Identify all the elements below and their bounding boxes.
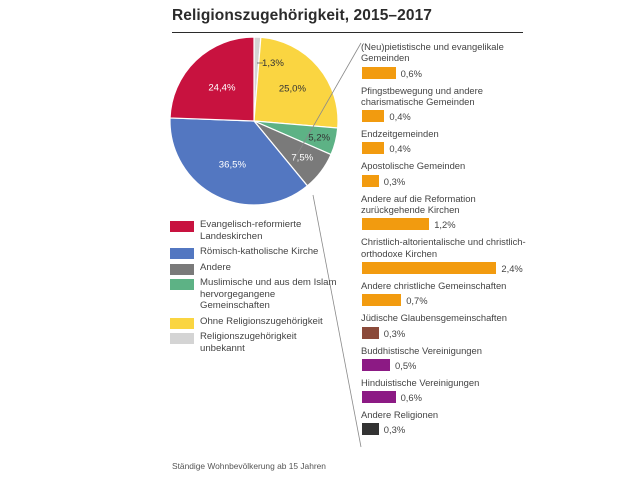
legend-item: Andere [170, 261, 340, 275]
legend-item: Muslimische und aus dem Islam hervorgega… [170, 277, 340, 312]
legend-label: Römisch-katholische Kirche [200, 246, 319, 257]
bar-category-label: Buddhistische Vereinigungen [361, 344, 482, 356]
bar [362, 218, 430, 231]
pie-value-label: 7,5% [291, 152, 313, 163]
bar-item: Hinduistische Vereinigungen 0,6% [361, 377, 531, 404]
legend-item: Römisch-katholische Kirche [170, 246, 340, 259]
bar-item: Endzeitgemeinden 0,4% [361, 128, 531, 155]
bar-value-label: 0,6% [400, 392, 422, 404]
pie-legend: Evangelisch-reformierte Landeskirchen Röm… [170, 219, 340, 358]
bar [362, 174, 379, 187]
bar-item: Buddhistische Vereinigungen 0,5% [361, 345, 531, 372]
bar [362, 142, 385, 155]
pie-value-label: 25,0% [279, 83, 307, 94]
bar-item: Andere Religionen 0,3% [361, 409, 531, 436]
bar-value-label: 0,3% [383, 424, 406, 436]
legend-label: Muslimische und aus dem Islam hervorgega… [200, 277, 337, 311]
bar-value-label: 1,2% [434, 219, 456, 231]
legend-swatch [170, 317, 194, 329]
bar-value-label: 0,4% [389, 143, 411, 155]
legend-item: Evangelisch-reformierte Landeskirchen [170, 219, 340, 242]
pie-slice-ohne-religionszugeh-rigkeit [253, 36, 339, 129]
bar-category-label: Andere Religionen [361, 409, 439, 421]
breakdown-bar-chart: (Neu)pietistische und evangelikale Gemei… [361, 41, 531, 441]
bar-value-label: 0,3% [383, 175, 406, 187]
bar-item: (Neu)pietistische und evangelikale Gemei… [361, 41, 531, 80]
footnote: Ständige Wohnbevölkerung ab 15 Jahren [172, 461, 326, 471]
chart-title: Religionszugehörigkeit, 2015–2017 [172, 7, 433, 24]
bar [362, 66, 396, 79]
bar-item: Jüdische Glaubensgemeinschaften 0,3% [361, 312, 531, 339]
legend-label: Evangelisch-reformierte Landeskirchen [200, 219, 302, 242]
bar-item: Apostolische Gemeinden 0,3% [361, 160, 531, 187]
bar-item: Andere auf die Reformation zurückgehende… [361, 193, 531, 232]
bar-category-label: Apostolische Gemeinden [361, 160, 466, 172]
bar-category-label: Jüdische Glaubensgemeinschaften [361, 312, 507, 324]
legend-item: Ohne Religionszugehörigkeit [170, 315, 340, 329]
bar-category-label: Andere auf die Reformation zurückgehende… [361, 192, 476, 216]
bar-value-label: 0,5% [395, 359, 417, 371]
bar [362, 294, 402, 307]
bar-category-label: Christlich-altorientalische und christli… [361, 236, 526, 259]
bar [362, 391, 396, 404]
bar [362, 423, 379, 436]
bar-value-label: 0,4% [389, 111, 411, 123]
legend-swatch [170, 333, 194, 344]
bar-item: Andere christliche Gemeinschaften 0,7% [361, 280, 531, 307]
breakdown-connector-top [293, 42, 362, 161]
legend-swatch [170, 221, 194, 232]
bar-value-label: 2,4% [501, 262, 523, 274]
bar [362, 110, 385, 123]
bar-value-label: 0,7% [406, 295, 428, 307]
legend-label: Religionszugehörigkeit unbekannt [200, 331, 297, 354]
bar-item: Pfingstbewegung und andere charismatisch… [361, 85, 531, 124]
legend-swatch [170, 279, 194, 290]
bar [362, 358, 390, 371]
legend-label: Andere [200, 261, 231, 273]
pie-value-label: 1,3% [262, 58, 284, 69]
legend-swatch [170, 248, 194, 259]
bar [362, 326, 379, 339]
bar-value-label: 0,6% [400, 67, 422, 79]
bar-category-label: Pfingstbewegung und andere charismatisch… [361, 84, 483, 107]
pie-value-label: 5,2% [308, 132, 330, 143]
breakdown-connector-bottom [312, 194, 362, 448]
bar-value-label: 0,3% [383, 327, 406, 339]
bar-category-label: Hinduistische Vereinigungen [361, 376, 480, 388]
legend-swatch [170, 263, 194, 275]
legend-label: Ohne Religionszugehörigkeit [200, 315, 323, 327]
bar-category-label: Endzeitgemeinden [361, 128, 439, 140]
legend-item: Religionszugehörigkeit unbekannt [170, 331, 340, 354]
pie-value-label: 24,4% [208, 83, 236, 94]
bar [362, 261, 497, 274]
title-rule [172, 32, 523, 33]
pie-slice-evangelisch-reformierte-landeskirchen [169, 36, 255, 122]
pie-slice-r-misch-katholische-kirche [169, 117, 309, 206]
bar-category-label: (Neu)pietistische und evangelikale Gemei… [361, 41, 504, 64]
pie-value-label: 36,5% [219, 160, 247, 171]
bar-category-label: Andere christliche Gemeinschaften [361, 279, 507, 291]
bar-item: Christlich-altorientalische und christli… [361, 236, 531, 275]
